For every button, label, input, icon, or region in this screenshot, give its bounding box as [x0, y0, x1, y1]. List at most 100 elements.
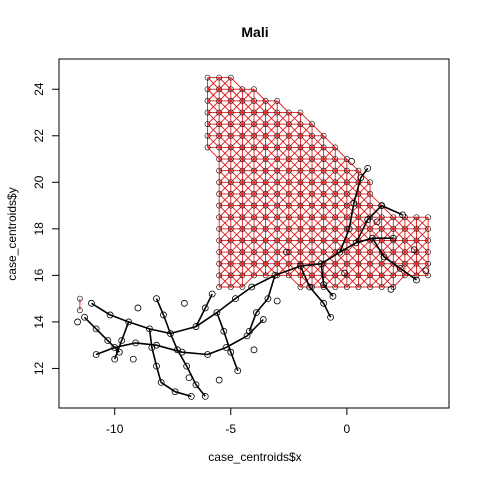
road-point: [273, 297, 281, 305]
grid-node: [297, 284, 304, 290]
grid-node: [274, 260, 281, 267]
grid-node: [425, 260, 432, 267]
grid-node: [251, 237, 257, 244]
grid-node: [367, 272, 373, 279]
grid-node: [297, 202, 304, 209]
grid-node: [355, 214, 362, 221]
grid-node: [285, 214, 292, 221]
grid-node: [355, 272, 362, 279]
grid-node: [367, 237, 373, 244]
grid-node: [343, 202, 350, 209]
road-point: [259, 316, 267, 323]
road-point: [153, 341, 160, 349]
road-point: [118, 337, 126, 344]
grid-node: [239, 214, 246, 221]
grid-node: [367, 202, 373, 209]
grid-node: [309, 225, 315, 232]
grid-node: [274, 109, 281, 116]
road-segment: [91, 237, 394, 335]
grid-node: [251, 191, 257, 197]
road-point: [250, 346, 258, 354]
grid-node: [320, 202, 327, 209]
grid-node: [320, 191, 327, 197]
grid-node: [227, 237, 234, 244]
grid-node: [309, 156, 315, 162]
road-point: [306, 283, 314, 291]
grid-node: [285, 272, 292, 279]
grid-node: [274, 249, 281, 256]
grid-node: [320, 225, 327, 232]
grid-node: [239, 225, 246, 232]
road-point: [111, 344, 119, 351]
road-point: [106, 311, 114, 319]
road-point: [146, 325, 153, 333]
road-point: [399, 211, 406, 219]
grid-node: [355, 225, 362, 232]
grid-network-layer: [76, 74, 432, 314]
grid-node: [285, 225, 292, 232]
grid-node: [216, 249, 223, 256]
road-point: [178, 348, 186, 356]
road-point: [192, 381, 200, 389]
grid-node: [262, 202, 269, 209]
grid-node: [216, 97, 223, 104]
grid-node: [309, 202, 315, 209]
road-point: [368, 234, 376, 242]
grid-node: [332, 144, 339, 151]
road-segment: [371, 237, 417, 281]
grid-node: [332, 167, 339, 174]
grid-node: [251, 97, 257, 104]
grid-node: [413, 225, 420, 232]
grid-node: [262, 260, 269, 267]
grid-node: [239, 249, 246, 256]
grid-node: [297, 156, 304, 162]
grid-node: [227, 225, 234, 232]
grid-node: [251, 202, 257, 209]
grid-node: [378, 272, 385, 279]
x-tick-label: -5: [225, 422, 236, 436]
grid-node: [251, 132, 257, 139]
grid-node: [274, 132, 281, 139]
grid-node: [239, 144, 246, 151]
y-tick-label: 14: [32, 315, 46, 329]
grid-node: [401, 237, 408, 244]
grid-node: [320, 214, 327, 221]
grid-node: [297, 272, 304, 279]
grid-node: [285, 109, 292, 116]
grid-node: [239, 86, 246, 93]
grid-node: [343, 260, 350, 267]
road-point: [183, 362, 191, 370]
road-segment: [83, 316, 120, 353]
grid-node: [216, 237, 223, 244]
road-point: [227, 348, 235, 356]
road-point: [129, 355, 137, 363]
grid-node: [251, 179, 257, 186]
grid-node: [309, 191, 315, 197]
grid-node: [401, 214, 408, 221]
road-point: [410, 246, 418, 254]
grid-node: [413, 260, 420, 267]
grid-node: [262, 225, 269, 232]
y-tick-label: 22: [32, 129, 46, 143]
x-axis: -10 -5 0: [106, 407, 351, 436]
road-point: [357, 174, 365, 182]
road-point: [74, 318, 81, 326]
grid-node: [297, 121, 304, 128]
grid-node: [390, 214, 397, 221]
grid-node: [390, 225, 397, 232]
road-point: [252, 309, 260, 317]
grid-node: [274, 156, 281, 162]
point-layer: [74, 157, 430, 400]
grid-node: [285, 179, 292, 186]
road-point: [204, 351, 211, 358]
road-point: [297, 262, 304, 270]
road-point: [201, 304, 209, 312]
road-point: [153, 295, 160, 303]
grid-node: [216, 179, 223, 186]
grid-node: [251, 156, 257, 162]
road-segment: [95, 319, 264, 356]
grid-node: [285, 156, 292, 162]
road-segment: [113, 321, 130, 360]
grid-node: [297, 179, 304, 186]
grid-node: [239, 202, 246, 209]
